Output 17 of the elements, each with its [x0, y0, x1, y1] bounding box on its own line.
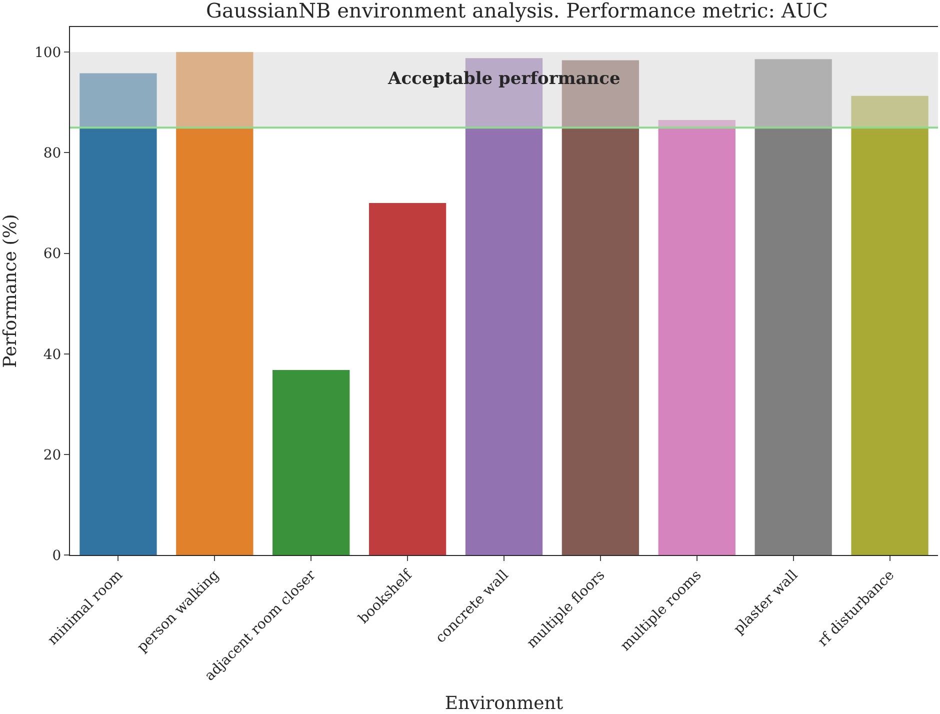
bar: [176, 52, 254, 555]
y-tick-label: 100: [34, 45, 62, 62]
chart-title: GaussianNB environment analysis. Performance metric: AUC: [206, 0, 828, 23]
bar: [80, 73, 157, 555]
bar: [272, 370, 350, 555]
y-tick-label: 20: [43, 447, 62, 464]
y-tick-label: 40: [43, 346, 62, 363]
y-tick-label: 80: [43, 146, 62, 162]
bar: [368, 203, 446, 555]
y-tick-label: 60: [43, 246, 62, 262]
bar: [658, 120, 736, 555]
band-label: Acceptable performance: [387, 69, 621, 89]
y-tick-label: 0: [52, 548, 62, 564]
x-axis-title: Environment: [444, 693, 564, 714]
bar: [851, 96, 928, 555]
y-axis-title: Performance (%): [0, 214, 21, 368]
bar: [754, 59, 832, 555]
